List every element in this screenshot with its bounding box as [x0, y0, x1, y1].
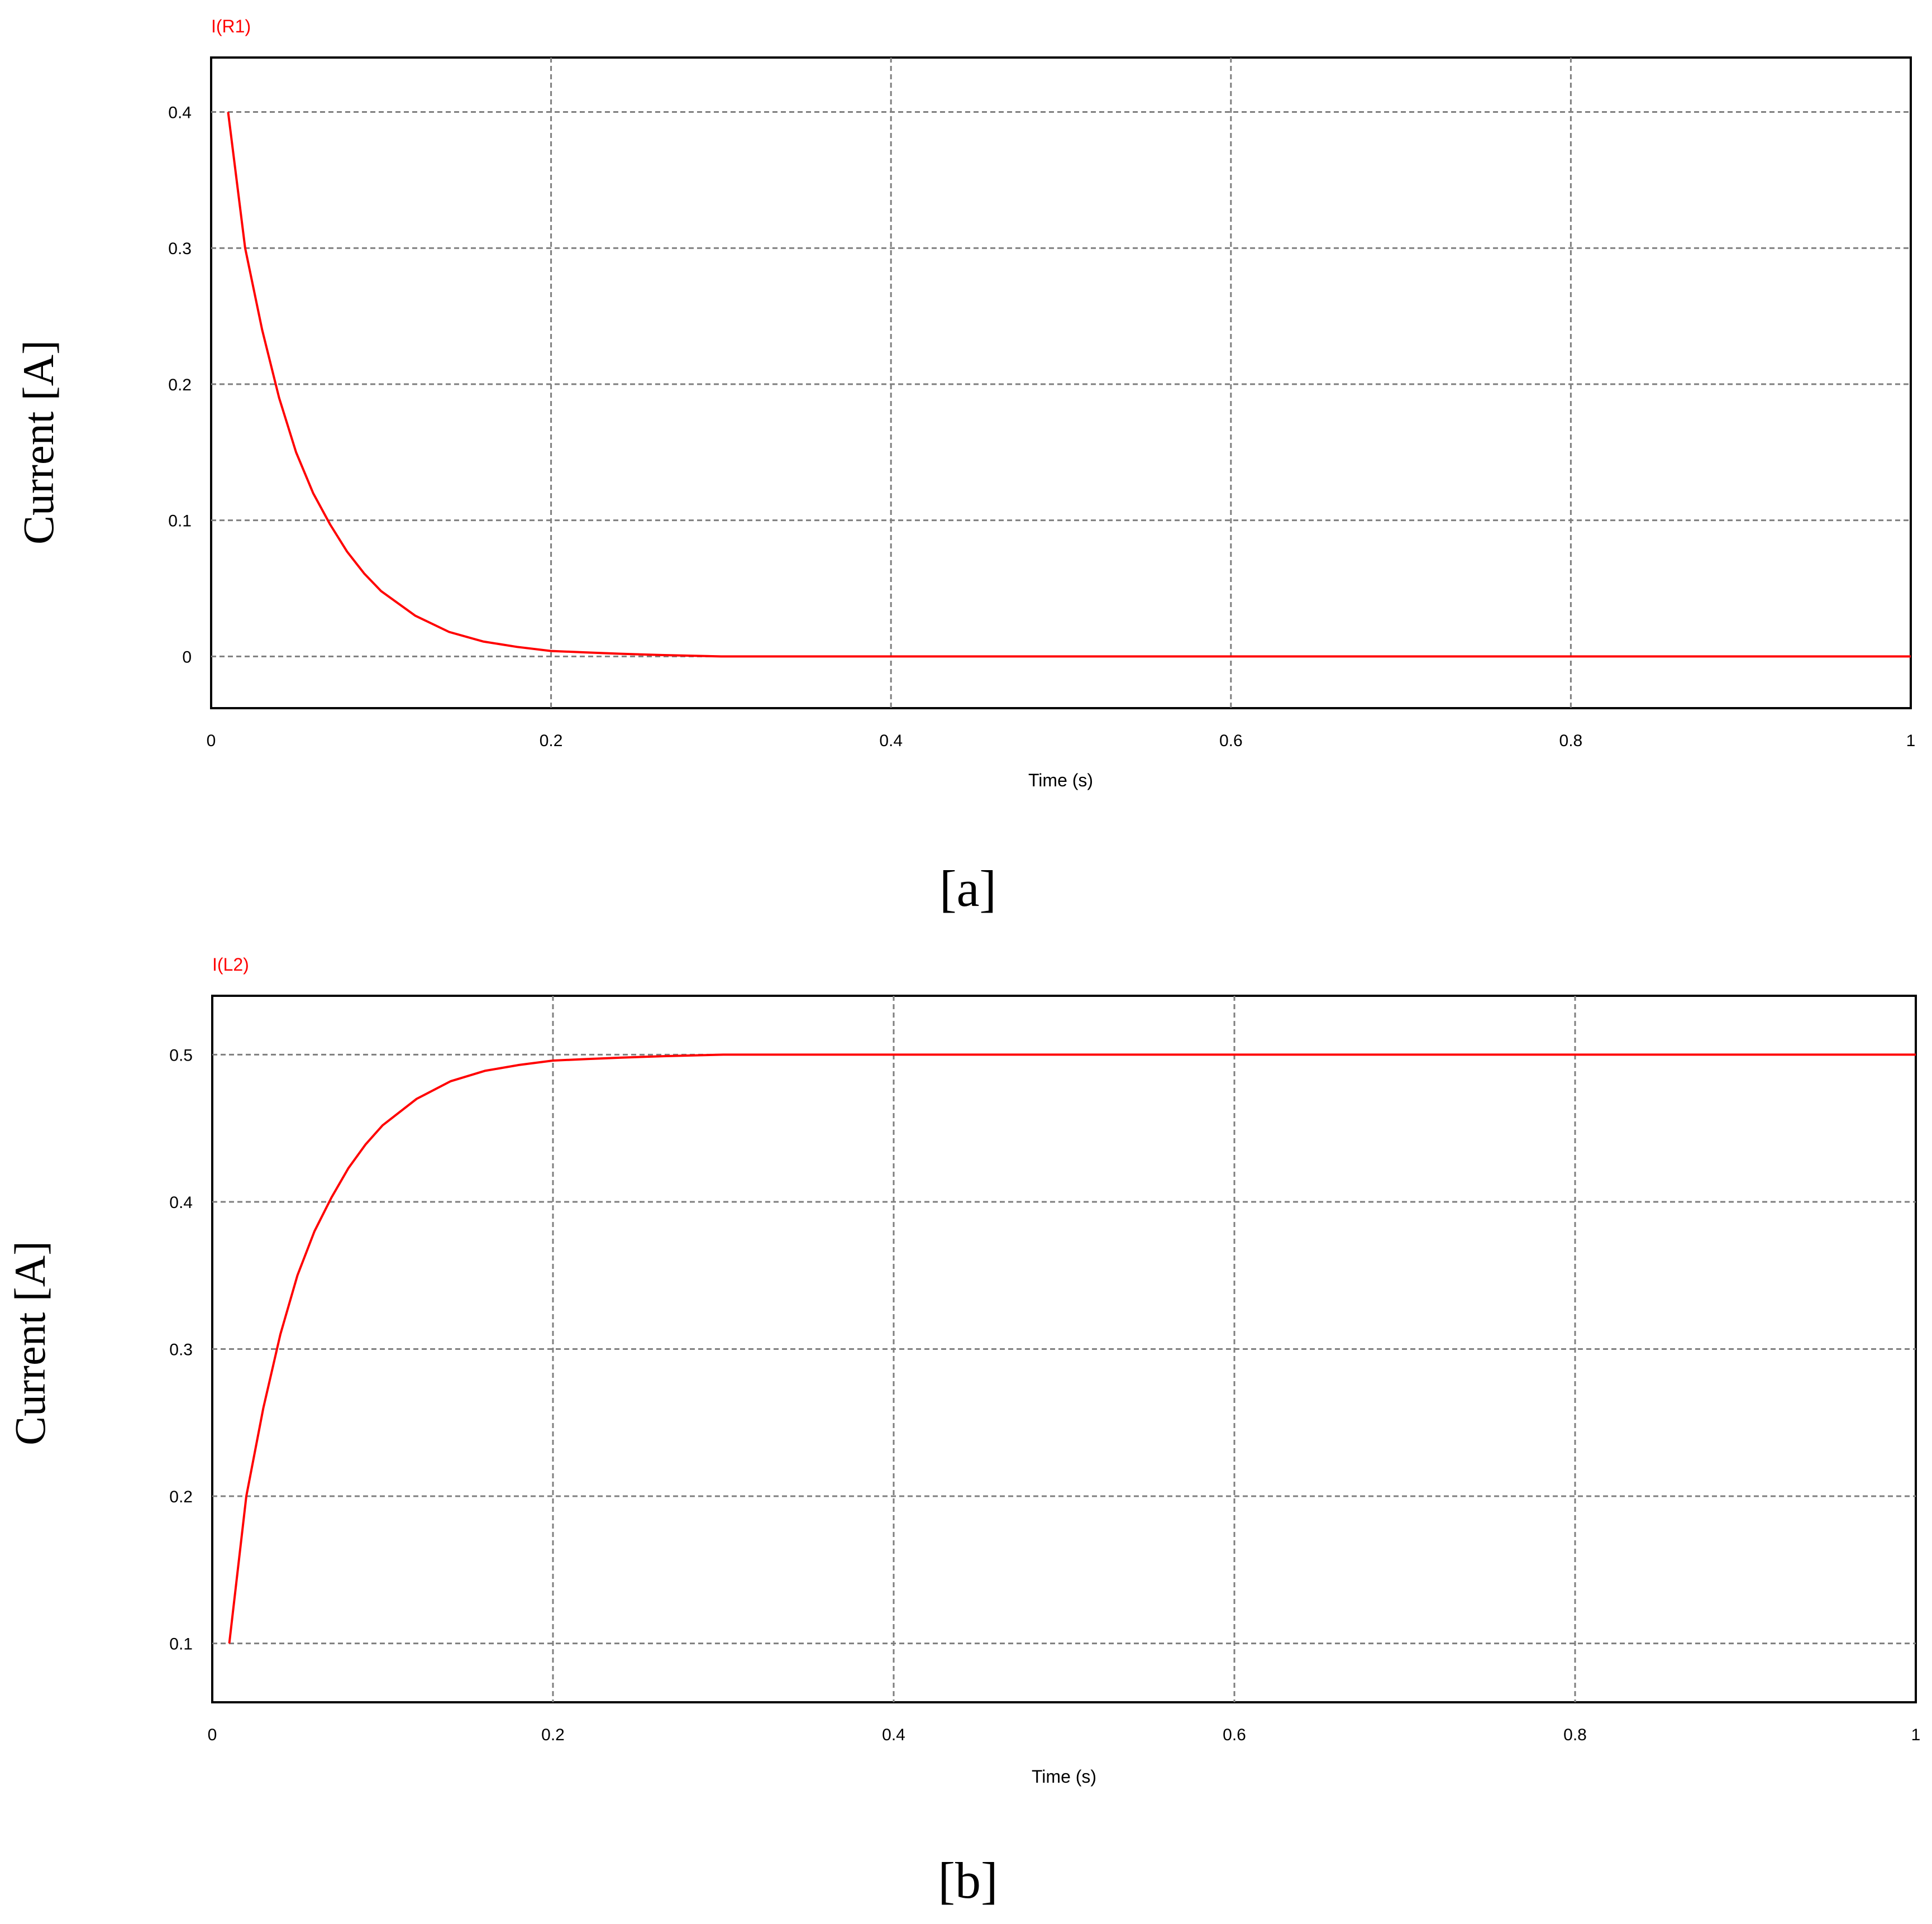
y-tick-label: 0.4: [169, 1193, 193, 1212]
chart-panel-b: 0.1 0.2 0.3 0.4 0.5 0 0.2 0.4 0.6 0.8 1 I(L2) Tim…: [6, 954, 1920, 1909]
y-tick-label: 0: [182, 648, 192, 666]
y-tick-label: 0.1: [169, 1635, 193, 1654]
trace-label: I(R1): [211, 16, 251, 36]
panel-caption: [a]: [939, 860, 996, 917]
gridlines: [212, 996, 1916, 1702]
x-tick-label: 0: [207, 732, 216, 750]
x-tick-label: 0.6: [1219, 732, 1243, 750]
x-tick-labels: 0 0.2 0.4 0.6 0.8 1: [207, 732, 1916, 750]
x-tick-label: 0.2: [541, 1726, 565, 1744]
x-tick-label: 0: [208, 1726, 217, 1744]
x-tick-label: 0.8: [1559, 732, 1583, 750]
y-tick-label: 0.3: [168, 240, 192, 258]
chart-panel-a: 0 0.1 0.2 0.3 0.4 0 0.2 0.4 0.6 0.8 1 I(R1) Time …: [14, 16, 1915, 917]
x-tick-label: 0.4: [879, 732, 903, 750]
y-axis-title: Current [A]: [14, 340, 63, 545]
y-axis-title: Current [A]: [6, 1241, 54, 1445]
y-tick-labels: 0.1 0.2 0.3 0.4 0.5: [169, 1046, 193, 1653]
x-axis-title: Time (s): [1028, 770, 1093, 790]
y-tick-label: 0.1: [168, 512, 192, 531]
y-tick-label: 0.5: [169, 1046, 193, 1064]
y-tick-labels: 0 0.1 0.2 0.3 0.4: [168, 103, 192, 666]
x-tick-labels: 0 0.2 0.4 0.6 0.8 1: [208, 1726, 1921, 1744]
trace-label: I(L2): [212, 954, 249, 975]
y-tick-label: 0.4: [168, 103, 192, 122]
x-tick-label: 1: [1906, 732, 1916, 750]
x-axis-title: Time (s): [1032, 1767, 1096, 1787]
x-tick-label: 0.6: [1223, 1726, 1246, 1744]
y-tick-label: 0.2: [169, 1488, 193, 1506]
series-line-i-r1: [227, 112, 1911, 658]
x-tick-label: 1: [1911, 1726, 1921, 1744]
y-tick-label: 0.3: [169, 1341, 193, 1359]
x-tick-label: 0.2: [540, 732, 563, 750]
x-tick-label: 0.8: [1563, 1726, 1587, 1744]
y-tick-label: 0.2: [168, 376, 192, 394]
x-tick-label: 0.4: [882, 1726, 905, 1744]
series-line-i-l2: [228, 1053, 1916, 1644]
panel-caption: [b]: [938, 1852, 998, 1909]
gridlines: [211, 58, 1911, 708]
plot-area-frame: [210, 56, 1912, 709]
